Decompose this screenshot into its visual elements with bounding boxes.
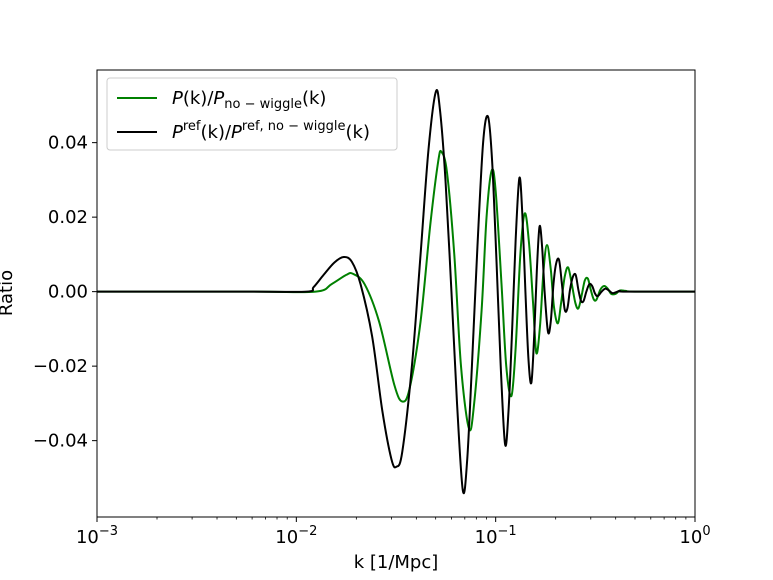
legend: P(k)/Pno − wiggle(k) Pref(k)/Pref, no − … — [106, 77, 398, 151]
x-axis: 10−3 10−2 10−1 100 — [76, 517, 711, 548]
x-tick-label: 100 — [679, 524, 710, 548]
x-tick-label: 10−1 — [475, 524, 517, 548]
series-line-0 — [97, 149, 695, 432]
x-tick-label: 10−3 — [76, 524, 118, 548]
x-axis-label: k [1/Mpc] — [354, 552, 439, 573]
x-tick-label: 10−2 — [275, 524, 317, 548]
legend-box — [106, 77, 398, 151]
plot-frame — [96, 69, 696, 518]
y-tick-label: −0.02 — [33, 356, 88, 377]
y-tick-label: −0.04 — [33, 431, 88, 452]
y-tick-label: 0.00 — [48, 282, 88, 303]
legend-label-0: P(k)/Pno − wiggle(k) — [172, 88, 326, 112]
y-tick-label: 0.02 — [48, 207, 88, 228]
y-axis: 0.04 0.02 0.00 −0.02 −0.04 — [33, 133, 97, 452]
series-layer — [97, 89, 695, 495]
legend-label-1: Pref(k)/Pref, no − wiggle(k) — [172, 119, 370, 143]
series-line-1 — [97, 89, 695, 495]
y-tick-label: 0.04 — [48, 133, 88, 154]
y-axis-label: Ratio — [0, 270, 17, 316]
plot-area — [96, 69, 696, 518]
